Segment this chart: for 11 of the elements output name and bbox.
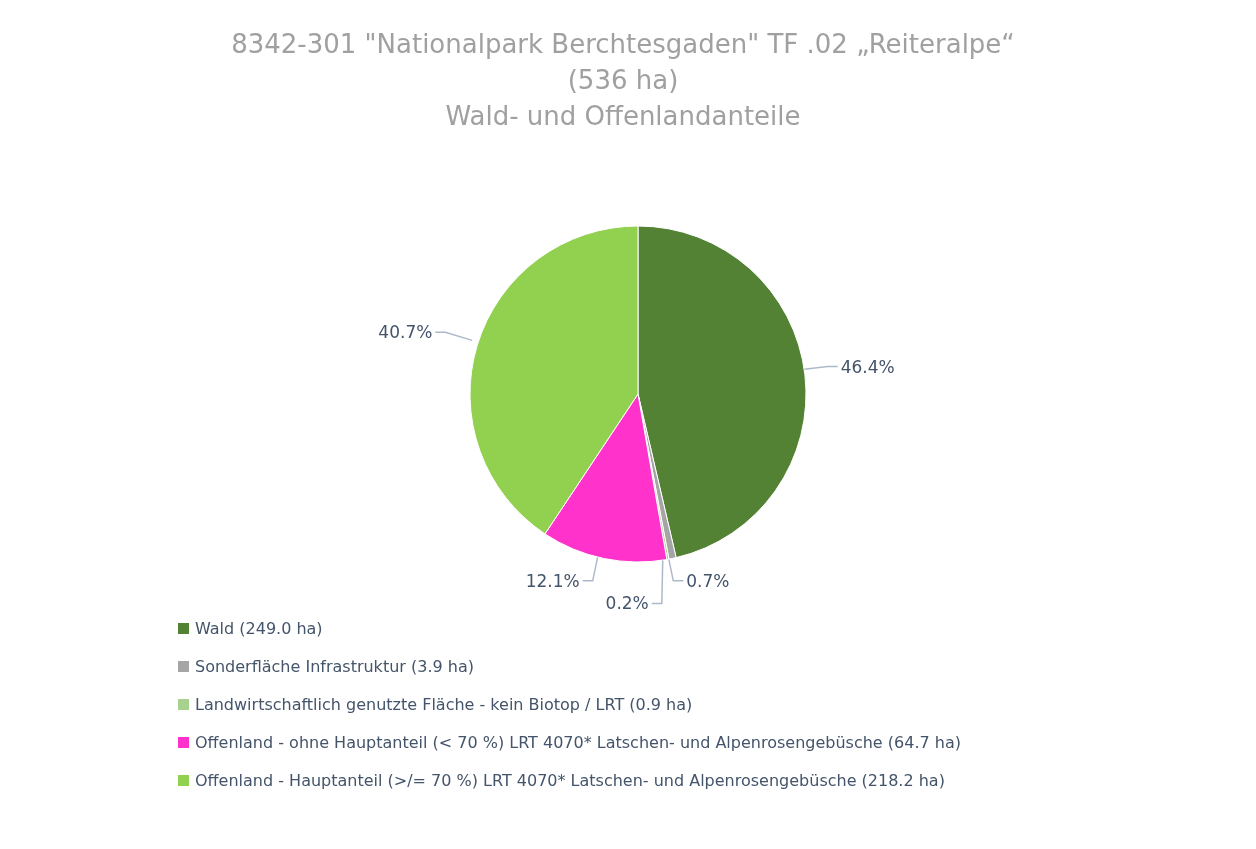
legend-label: Wald (249.0 ha) xyxy=(195,618,323,638)
legend-label: Sonderfläche Infrastruktur (3.9 ha) xyxy=(195,656,474,676)
data-label: 46.4% xyxy=(840,356,895,377)
data-label: 12.1% xyxy=(525,570,580,591)
chart-title: 8342-301 "Nationalpark Berchtesgaden" TF .02 „Reiteralpe“ (536 ha) Wald- und Offenlandanteile xyxy=(230,28,1016,133)
legend-label: Offenland - ohne Hauptanteil (< 70 %) LRT 4070* Latschen- und Alpenrosengebüsche (64.7 ha) xyxy=(195,732,961,752)
data-label: 40.7% xyxy=(378,322,433,343)
legend-label: Landwirtschaftlich genutzte Fläche - kein Biotop / LRT (0.9 ha) xyxy=(195,694,693,714)
data-label: 0.7% xyxy=(686,570,730,591)
legend-label: Offenland - Hauptanteil (>/= 70 %) LRT 4070* Latschen- und Alpenrosengebüsche (218.2 ha) xyxy=(195,770,945,790)
data-label: 0.2% xyxy=(605,593,649,614)
